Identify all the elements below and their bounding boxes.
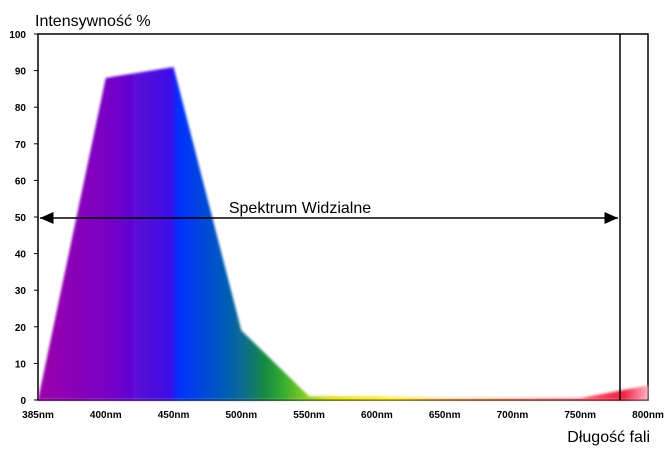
y-tick-label: 30 [15,286,27,297]
x-tick-label: 700nm [497,410,529,421]
y-ticks: 0 10 20 30 40 50 60 70 80 90 100 [9,30,38,407]
spectrum-area-path [38,66,648,400]
y-tick-label: 50 [15,213,27,224]
y-tick-label: 70 [15,140,27,151]
x-tick-label: 400nm [90,410,122,421]
x-ticks: 385nm 400nm 450nm 500nm 550nm 600nm 650nm 700nm… [22,410,664,421]
x-axis-title: Długość fali [567,429,650,446]
y-tick-label: 0 [20,396,26,407]
x-tick-label: 550nm [293,410,325,421]
x-tick-label: 800nm [632,410,664,421]
y-tick-label: 10 [15,359,27,370]
y-axis-title: Intensywność % [35,13,151,30]
x-tick-label: 450nm [158,410,190,421]
visible-spectrum-label: Spektrum Widzialne [229,200,371,217]
y-tick-label: 100 [9,30,26,41]
x-tick-label: 750nm [564,410,596,421]
y-tick-label: 80 [15,103,27,114]
y-tick-label: 40 [15,250,27,261]
spectrum-area [38,66,648,400]
y-tick-label: 20 [15,323,27,334]
x-tick-label: 500nm [225,410,257,421]
y-tick-label: 90 [15,67,27,78]
x-tick-label: 385nm [22,410,54,421]
x-tick-label: 600nm [361,410,393,421]
y-tick-label: 60 [15,176,27,187]
x-tick-label: 650nm [429,410,461,421]
